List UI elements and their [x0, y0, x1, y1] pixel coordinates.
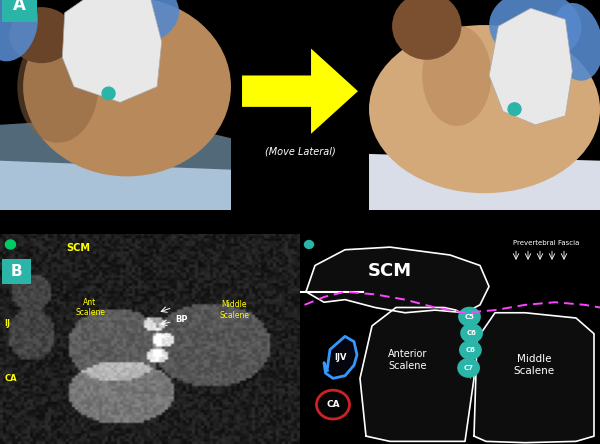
- Ellipse shape: [9, 7, 74, 63]
- FancyBboxPatch shape: [2, 259, 31, 285]
- Ellipse shape: [369, 25, 600, 193]
- Text: BP: BP: [176, 315, 188, 324]
- Circle shape: [5, 240, 16, 249]
- Circle shape: [317, 390, 349, 419]
- Polygon shape: [306, 247, 489, 313]
- Text: CA: CA: [5, 374, 17, 383]
- Circle shape: [305, 241, 314, 249]
- Text: C6: C6: [466, 347, 475, 353]
- Text: Middle
Scalene: Middle Scalene: [514, 354, 554, 376]
- Text: SCM: SCM: [368, 262, 412, 280]
- Ellipse shape: [392, 0, 461, 60]
- Circle shape: [460, 323, 483, 343]
- Text: Middle
Scalene: Middle Scalene: [219, 301, 249, 320]
- Ellipse shape: [98, 0, 179, 44]
- Text: (Move Lateral): (Move Lateral): [265, 147, 335, 157]
- Text: A: A: [13, 0, 26, 14]
- Polygon shape: [62, 0, 162, 103]
- Polygon shape: [369, 154, 600, 210]
- Text: C5: C5: [464, 313, 475, 320]
- Ellipse shape: [422, 25, 491, 126]
- Text: IJ: IJ: [5, 319, 11, 328]
- Polygon shape: [0, 161, 231, 210]
- Circle shape: [459, 340, 482, 360]
- Polygon shape: [242, 48, 358, 134]
- Text: Ant
Scalene: Ant Scalene: [75, 298, 105, 317]
- Text: CA: CA: [326, 400, 340, 409]
- Text: Prevertebral Fascia: Prevertebral Fascia: [513, 240, 579, 246]
- Text: C6: C6: [467, 330, 476, 336]
- Text: B: B: [10, 264, 22, 279]
- Polygon shape: [360, 308, 474, 441]
- Ellipse shape: [17, 31, 98, 143]
- Polygon shape: [0, 116, 231, 210]
- Text: Anterior
Scalene: Anterior Scalene: [388, 349, 428, 371]
- Circle shape: [102, 87, 115, 100]
- FancyBboxPatch shape: [2, 0, 37, 22]
- Ellipse shape: [489, 0, 581, 62]
- Circle shape: [508, 103, 521, 115]
- Ellipse shape: [23, 0, 231, 176]
- Circle shape: [458, 307, 481, 327]
- Text: SCM: SCM: [66, 243, 90, 253]
- Circle shape: [457, 358, 480, 378]
- Ellipse shape: [551, 3, 600, 81]
- Polygon shape: [324, 337, 357, 378]
- Text: IJV: IJV: [334, 353, 347, 362]
- Polygon shape: [474, 313, 594, 443]
- Polygon shape: [489, 8, 572, 125]
- Ellipse shape: [0, 0, 38, 61]
- Text: C7: C7: [464, 365, 473, 371]
